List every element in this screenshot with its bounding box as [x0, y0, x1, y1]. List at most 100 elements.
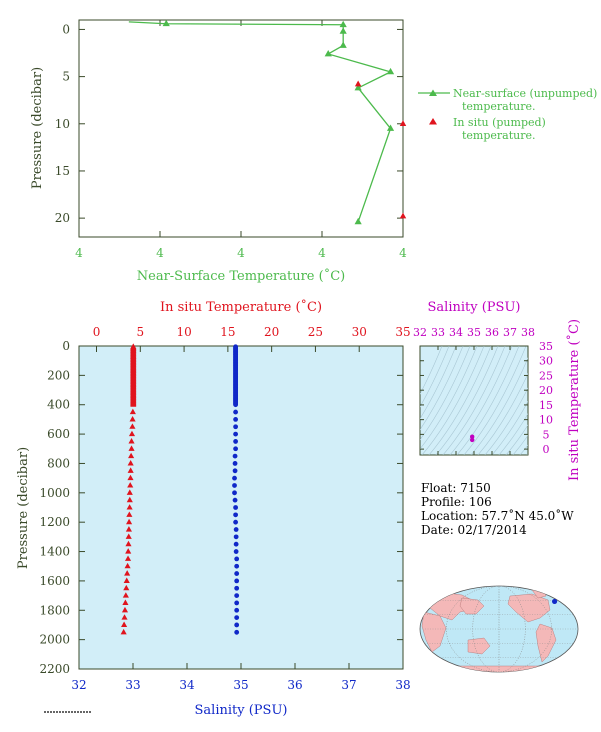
x-tick-label: 4	[237, 246, 245, 260]
near-surface-y-axis-label: Pressure (decibar)	[30, 67, 45, 189]
legend-insitu-label: In situ (pumped) temperature.	[453, 116, 549, 142]
profile-y-ticks: 0 200 400 600 800 1000 1200 1400 1600 1800 2000 220…	[39, 339, 403, 676]
unpumped-temperature-line	[128, 21, 393, 223]
temperature-tick-label: 35	[395, 325, 410, 339]
salinity-tick-label: 32	[71, 678, 86, 692]
temperature-point	[123, 577, 130, 583]
x-tick-label: 4	[75, 246, 83, 260]
y-tick-label: 2000	[39, 633, 70, 647]
temperature-point	[121, 614, 128, 620]
legend-unpumped-label-line1: Near-surface (unpumped)	[453, 87, 597, 100]
profile-number: Profile: 106	[421, 495, 492, 509]
temperature-point	[120, 628, 127, 635]
pumped-temperature-point	[399, 212, 407, 219]
salinity-point	[233, 402, 239, 408]
unpumped-temperature-point	[339, 41, 347, 48]
salinity-point	[233, 534, 239, 540]
salinity-point	[234, 600, 240, 606]
temperature-point	[122, 599, 129, 605]
map-land-south-america	[535, 623, 557, 663]
y-tick-label: 15	[55, 164, 70, 178]
temperature-point	[126, 518, 133, 525]
profile-series	[120, 343, 240, 635]
salinity-point	[233, 527, 239, 532]
ts-y-tick-label: 5	[543, 428, 550, 441]
temperature-point	[128, 452, 135, 459]
salinity-point	[233, 549, 239, 554]
unpumped-temperature-point	[354, 217, 362, 225]
y-tick-label: 400	[47, 398, 70, 412]
temperature-point	[127, 460, 134, 466]
y-tick-label: 1800	[39, 603, 70, 617]
salinity-point	[233, 446, 239, 452]
salinity-point	[234, 585, 240, 591]
ts-y-tick-label: 30	[539, 355, 553, 368]
temperature-tick-label: 30	[352, 325, 367, 339]
salinity-point	[233, 439, 239, 444]
salinity-point	[232, 453, 238, 459]
ts-x-tick-label: 32	[413, 326, 427, 339]
salinity-point	[232, 468, 238, 474]
temperature-point	[124, 562, 131, 569]
x-tick-label: 4	[399, 246, 407, 260]
unpumped-temperature-point	[162, 19, 170, 27]
map-land-asia-east	[459, 597, 485, 615]
temperature-tick-label: 0	[93, 325, 101, 339]
unpumped-temperature-point	[339, 20, 347, 28]
temperature-tick-label: 5	[136, 325, 144, 339]
temperature-point	[122, 592, 129, 598]
world-map	[419, 585, 579, 673]
pumped-temperature-point	[354, 80, 362, 87]
y-tick-label: 1200	[39, 515, 70, 529]
ts-x-tick-label: 37	[503, 326, 517, 339]
ts-x-tick-label: 35	[467, 326, 481, 339]
legend-unpumped-marker	[429, 89, 437, 96]
map-graticule	[420, 585, 578, 673]
temperature-point	[126, 511, 133, 517]
salinity-point	[233, 431, 239, 437]
map-land-antarctica	[420, 665, 578, 672]
temperature-point	[124, 555, 132, 561]
salinity-point	[234, 556, 240, 562]
salinity-point	[233, 417, 239, 422]
x-tick-label: 4	[156, 246, 164, 260]
temperature-point	[125, 526, 132, 532]
temperature-tick-label: 10	[176, 325, 191, 339]
map-meridian	[446, 585, 552, 673]
temperature-point	[126, 496, 133, 503]
temperature-axis-title: In situ Temperature (˚C)	[160, 299, 322, 315]
temperature-point	[129, 423, 136, 429]
salinity-point	[232, 490, 237, 496]
temperature-point	[128, 430, 136, 437]
temperature-point	[128, 445, 135, 451]
profile-y-axis-label: Pressure (decibar)	[16, 447, 31, 569]
salinity-x-ticks: 32 33 34 35 36 37 38	[71, 663, 411, 692]
ts-point	[470, 434, 475, 439]
salinity-point	[234, 629, 240, 635]
ts-y-tick-label: 35	[539, 340, 553, 353]
salinity-point	[233, 424, 239, 430]
temperature-point	[129, 416, 136, 422]
density-contour	[420, 346, 471, 441]
ts-y-tick-label: 25	[539, 369, 553, 382]
unpumped-temperature-point	[354, 83, 362, 91]
temperature-point	[123, 584, 130, 591]
salinity-axis-title: Salinity (PSU)	[195, 703, 288, 718]
ts-y-tick-label: 20	[539, 384, 553, 397]
temperature-point	[124, 570, 131, 576]
y-tick-label: 1400	[39, 545, 70, 559]
unpumped-temperature-point	[386, 124, 395, 131]
salinity-point	[234, 622, 240, 628]
y-tick-label: 1000	[39, 486, 70, 500]
near-surface-chart: 0 5 10 15 20 4 4 4 4 4 Pressure (decibar) Near-S…	[30, 19, 407, 284]
y-tick-label: 0	[62, 22, 70, 36]
temperature-point	[125, 548, 132, 554]
pumped-temperature-point	[399, 120, 407, 126]
density-contour	[428, 346, 492, 455]
density-contour	[491, 400, 528, 455]
ts-x-tick-label: 33	[431, 326, 445, 339]
temperature-point	[121, 621, 128, 627]
salinity-tick-label: 36	[287, 678, 302, 692]
